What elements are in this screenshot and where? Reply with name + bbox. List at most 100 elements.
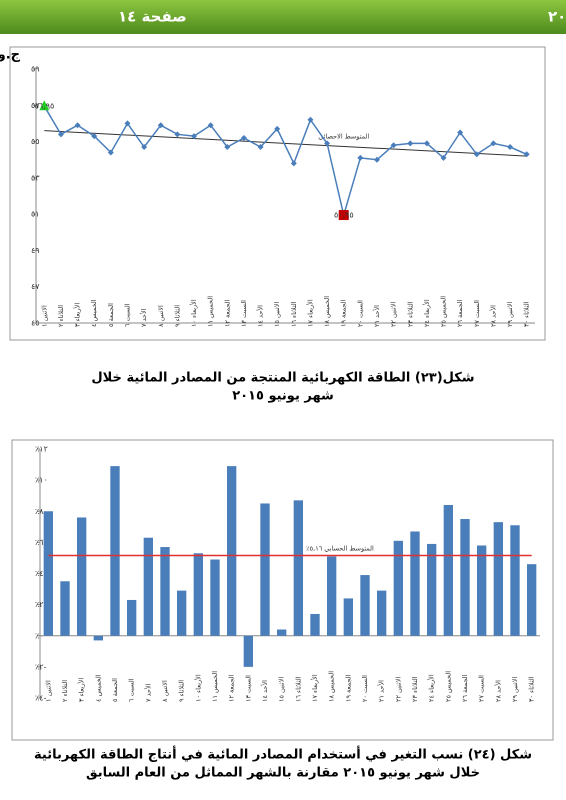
x-tick-label: الثلاثاء ٩ xyxy=(178,680,186,702)
x-tick-label: الثلاثاء ٢٣ xyxy=(411,676,419,702)
bar xyxy=(510,525,520,636)
x-tick-label: السبت ٢٠ xyxy=(361,675,369,702)
chart-caption: شكل (٢٤) نسب التغير في أستخدام المصادر ا… xyxy=(34,746,532,763)
bar xyxy=(477,545,487,636)
x-tick-label: الجمعة ٢٦ xyxy=(461,674,469,702)
bar xyxy=(193,553,203,636)
line-series xyxy=(43,105,527,219)
bar xyxy=(410,531,420,636)
bar xyxy=(110,466,120,636)
bar xyxy=(160,547,170,636)
x-tick-label: الأربعاء ١٠ xyxy=(189,299,198,327)
average-label: المتوسط الحسابي ٥,١٦٪ xyxy=(306,544,374,552)
x-tick-label: الثلاثاء ٩ xyxy=(173,305,181,327)
x-tick-label: الجمعة ١٢ xyxy=(228,674,236,702)
x-tick-label: الثلاثاء ٣٠ xyxy=(528,676,536,702)
x-tick-label: الثلاثاء ٣٠ xyxy=(523,301,531,327)
bar xyxy=(427,543,437,636)
bar xyxy=(227,466,237,636)
y-tick-label: ٤٩ xyxy=(31,246,40,255)
x-tick-label: الاثنين ٢٩ xyxy=(506,302,514,327)
y-axis-unit: ج.و.س xyxy=(0,48,21,63)
x-tick-label: السبت ٢٧ xyxy=(473,300,481,327)
x-tick-label: الاثنين ١٥ xyxy=(273,302,281,327)
x-tick-label: الأربعاء ١٧ xyxy=(305,299,314,327)
x-tick-label: الخميس ٢٥ xyxy=(444,671,452,702)
point-marker xyxy=(290,160,297,167)
bar xyxy=(260,503,270,636)
point-marker xyxy=(373,156,380,163)
point-marker xyxy=(257,144,264,151)
x-tick-label: الثلاثاء ٢ xyxy=(57,305,65,327)
x-tick-label: السبت ١٣ xyxy=(240,300,248,327)
bar xyxy=(60,581,70,636)
x-tick-label: الأحد ٢٨ xyxy=(488,305,497,327)
y-tick-label: ٤٧ xyxy=(31,282,40,291)
point-marker xyxy=(207,122,214,129)
point-marker xyxy=(390,142,397,149)
x-tick-label: الثلاثاء ١٦ xyxy=(290,301,298,327)
x-tick-label: السبت ٦ xyxy=(123,303,131,327)
x-tick-label: الأربعاء ٢٤ xyxy=(422,299,431,327)
x-tick-label: السبت ١٣ xyxy=(244,675,252,702)
bar xyxy=(493,522,503,636)
x-tick-label: الخميس ١٨ xyxy=(323,296,331,327)
point-marker xyxy=(507,144,514,151)
bar xyxy=(43,511,53,636)
chart-caption: شهر يونيو ٢٠١٥ xyxy=(232,389,334,404)
y-tick-label: ٥٧ xyxy=(31,101,40,110)
bar xyxy=(243,635,253,667)
point-marker xyxy=(174,131,181,138)
header-title: تقرير مرصد الكهرباء - يونيو ٢٠١٥ xyxy=(548,8,566,26)
point-marker xyxy=(407,140,414,147)
point-marker xyxy=(91,133,98,140)
x-tick-label: الجمعة ٢٦ xyxy=(456,299,464,327)
bar xyxy=(377,590,387,636)
point-marker xyxy=(490,140,497,147)
trend-label: المتوسط الاحصائي xyxy=(318,132,369,140)
x-tick-label: الثلاثاء ٢ xyxy=(61,680,69,702)
bar xyxy=(527,564,537,636)
bar xyxy=(143,537,153,636)
bar xyxy=(277,629,287,636)
trend-line xyxy=(44,130,527,157)
bar xyxy=(77,517,87,636)
bar xyxy=(393,540,403,636)
x-tick-label: الأحد ٢٨ xyxy=(493,680,502,702)
point-marker xyxy=(357,154,364,161)
bar xyxy=(127,599,137,636)
chart-caption: خلال شهر يونيو ٢٠١٥ مقارنة بالشهر المماث… xyxy=(86,766,480,781)
y-tick-label: ٥١ xyxy=(31,210,40,219)
x-tick-label: الجمعة ١٩ xyxy=(344,674,352,702)
bar xyxy=(177,590,187,636)
x-tick-label: الأحد ١٤ xyxy=(260,680,269,702)
x-tick-label: الاثنين ٨ xyxy=(161,680,169,702)
point-marker xyxy=(124,120,131,127)
x-tick-label: الثلاثاء ٢٣ xyxy=(406,301,414,327)
x-tick-label: الأربعاء ١٠ xyxy=(193,674,202,702)
header-bar xyxy=(0,0,566,34)
x-tick-label: الأربعاء ٣ xyxy=(73,303,82,327)
x-tick-label: السبت ٢٧ xyxy=(478,675,486,702)
point-marker xyxy=(107,149,114,156)
x-tick-label: الخميس ٢٥ xyxy=(440,296,448,327)
header-page: صفحة ١٤ xyxy=(118,8,187,26)
x-tick-label: السبت ٢٠ xyxy=(356,300,364,327)
point-marker xyxy=(423,140,430,147)
y-tick-label: -٢٪ xyxy=(35,662,47,671)
x-tick-label: الاثنين ٢٩ xyxy=(511,677,519,702)
x-tick-label: الخميس ١١ xyxy=(211,671,219,702)
x-tick-label: الأحد ٧ xyxy=(139,308,148,327)
x-tick-label: الجمعة ٥ xyxy=(107,303,115,327)
point-marker xyxy=(307,116,314,123)
value-label: ٥٠,٩٥ xyxy=(334,211,354,220)
point-marker xyxy=(523,151,530,158)
y-tick-label: ٠٪ xyxy=(35,631,44,640)
point-marker xyxy=(157,122,164,129)
x-tick-label: الأحد ٢١ xyxy=(372,305,381,327)
x-tick-label: الثلاثاء ١٦ xyxy=(294,676,302,702)
y-tick-label: ١٠٪ xyxy=(35,476,48,485)
point-marker xyxy=(338,210,349,221)
x-tick-label: الاثنين ٨ xyxy=(157,305,165,327)
